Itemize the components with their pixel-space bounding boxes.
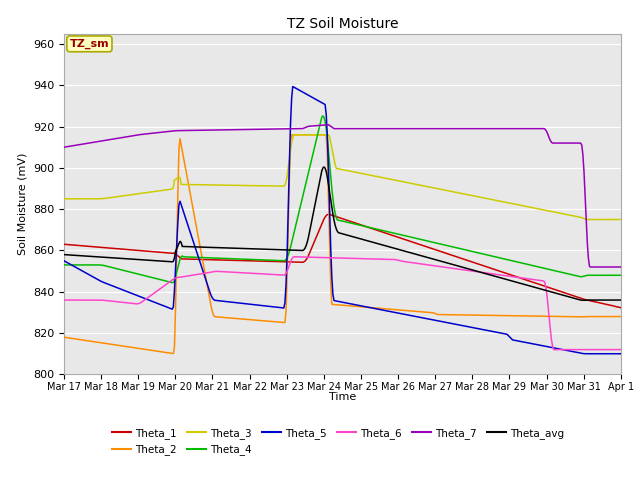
Title: TZ Soil Moisture: TZ Soil Moisture bbox=[287, 17, 398, 31]
X-axis label: Time: Time bbox=[329, 392, 356, 402]
Y-axis label: Soil Moisture (mV): Soil Moisture (mV) bbox=[17, 153, 28, 255]
Legend: Theta_1, Theta_2, Theta_3, Theta_4, Theta_5, Theta_6, Theta_7, Theta_avg: Theta_1, Theta_2, Theta_3, Theta_4, Thet… bbox=[108, 424, 568, 459]
Text: TZ_sm: TZ_sm bbox=[70, 39, 109, 49]
